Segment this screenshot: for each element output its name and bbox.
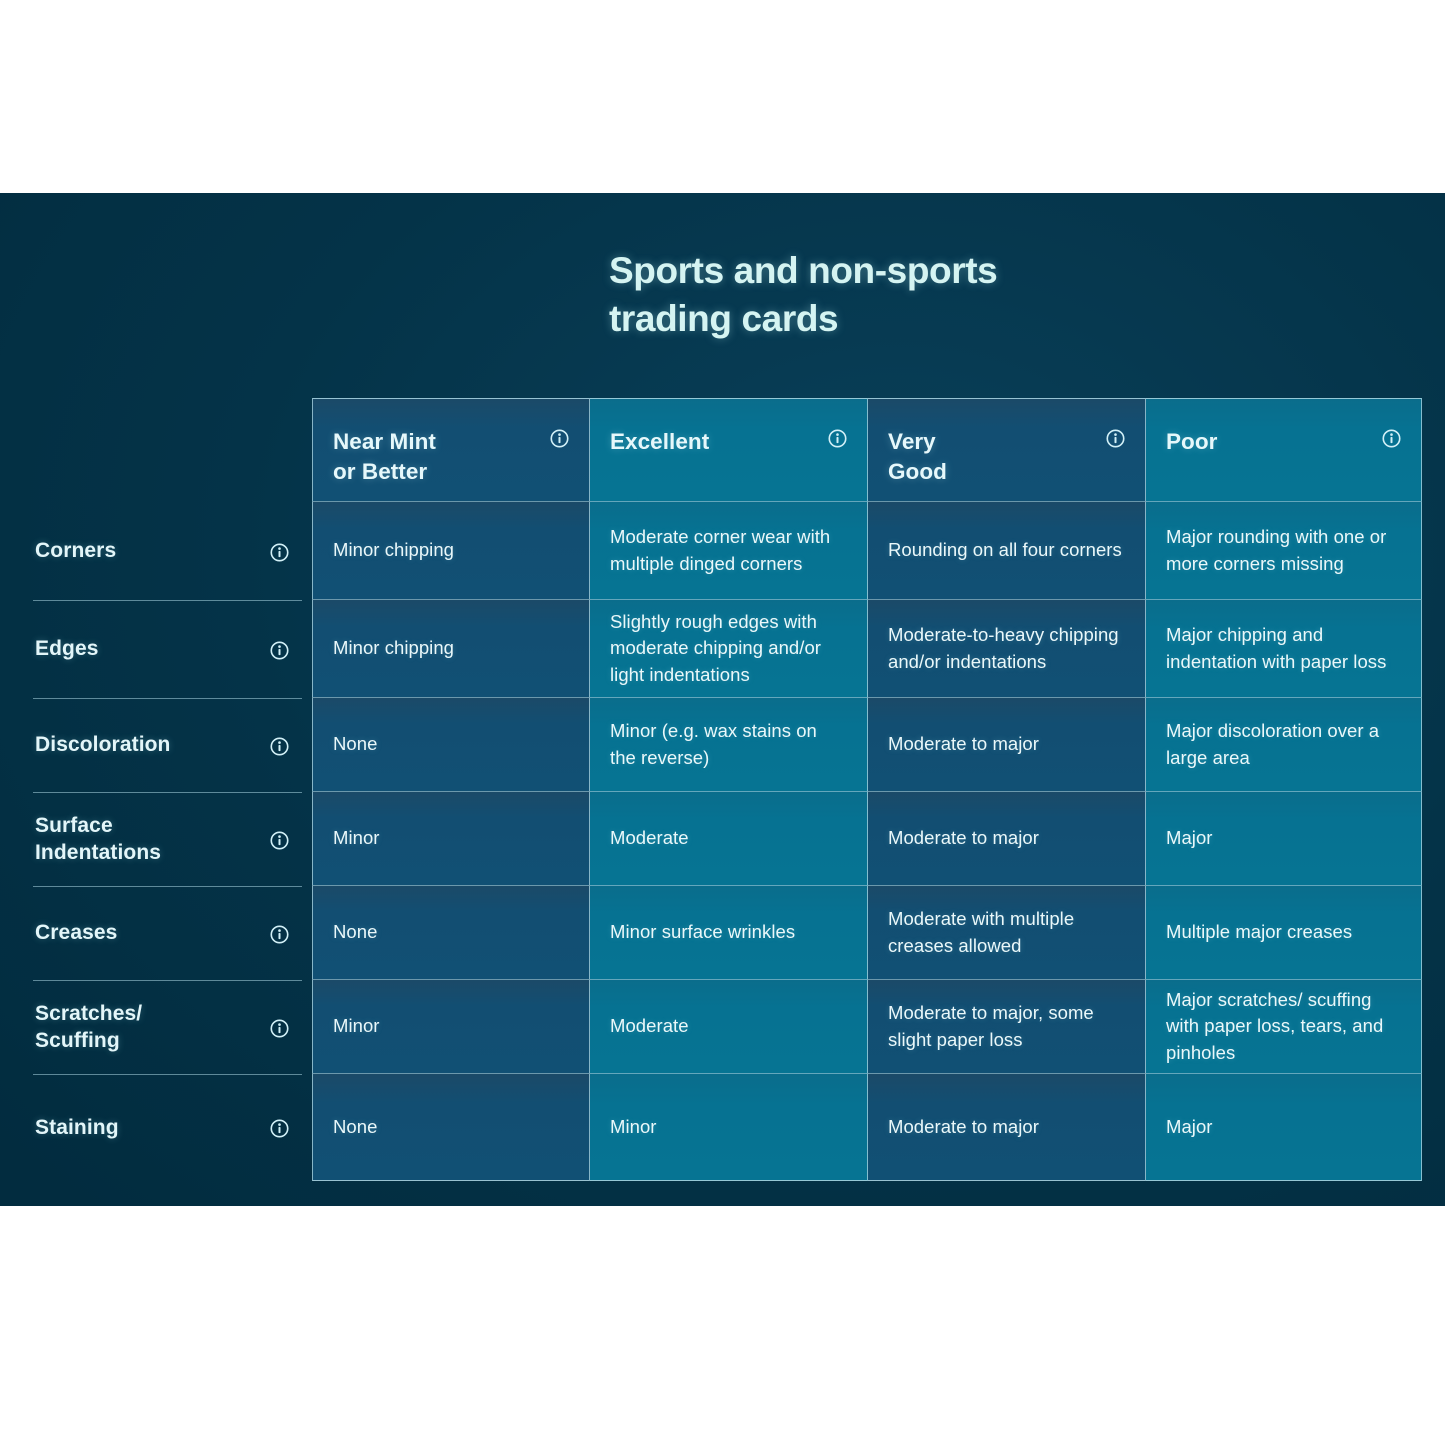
table-cell-text: Major discoloration over a large area (1166, 720, 1380, 768)
table-cell-text: Moderate to major (888, 827, 1039, 849)
table-cell: Major scratches/ scuffing with paper los… (1146, 980, 1422, 1074)
table-cell: Minor chipping (312, 502, 590, 600)
table-cell: Minor surface wrinkles (590, 886, 868, 980)
table-cell-text: Moderate to major (888, 733, 1039, 755)
table-cell-text: Minor (e.g. wax stains on the reverse) (610, 720, 817, 768)
table-cell: Major discoloration over a large area (1146, 698, 1422, 792)
info-icon[interactable] (269, 924, 290, 945)
info-icon[interactable] (549, 428, 570, 449)
table-cell: Minor (312, 792, 590, 886)
table-cell-text: Major chipping and indentation with pape… (1166, 624, 1387, 672)
table-cell-text: None (333, 921, 378, 943)
table-cell-text: Moderate to major, some slight paper los… (888, 1002, 1094, 1050)
table-cell-text: Moderate with multiple creases allowed (888, 908, 1075, 956)
table-cell-text: Minor (333, 827, 380, 849)
table-cell: Moderate to major (868, 792, 1146, 886)
table-cell-text: Minor surface wrinkles (610, 921, 796, 943)
table-cell-text: Slightly rough edges with moderate chipp… (610, 611, 822, 685)
info-icon[interactable] (827, 428, 848, 449)
column-header-2[interactable]: Excellent (590, 398, 868, 502)
table-cell: Major rounding with one or more corners … (1146, 502, 1422, 600)
table-cell: Multiple major creases (1146, 886, 1422, 980)
column-header-label: Near Mint or Better (333, 429, 436, 484)
table-cell: Moderate to major (868, 698, 1146, 792)
info-icon[interactable] (269, 542, 290, 563)
table-cell: Moderate with multiple creases allowed (868, 886, 1146, 980)
info-icon[interactable] (269, 640, 290, 661)
table-cell: None (312, 698, 590, 792)
column-header-label: Excellent (610, 429, 710, 454)
row-header-5[interactable]: Creases (33, 886, 312, 980)
row-header-2[interactable]: Edges (33, 600, 312, 698)
table-cell-text: Moderate (610, 1015, 689, 1037)
table-cell: Major (1146, 1074, 1422, 1181)
table-cell: Slightly rough edges with moderate chipp… (590, 600, 868, 698)
info-icon[interactable] (1105, 428, 1126, 449)
table-cell: Minor (e.g. wax stains on the reverse) (590, 698, 868, 792)
table-cell-text: Minor chipping (333, 539, 455, 561)
table-cell-text: Minor (610, 1115, 657, 1137)
row-header-4[interactable]: Surface Indentations (33, 792, 312, 886)
row-header-label: Surface Indentations (35, 813, 162, 864)
table-cell-text: Minor (333, 1015, 380, 1037)
column-header-label: Poor (1166, 429, 1218, 454)
table-cell: Moderate corner wear with multiple dinge… (590, 502, 868, 600)
table-cell: Moderate (590, 980, 868, 1074)
table-cell: Moderate to major (868, 1074, 1146, 1181)
table-cell-text: Major scratches/ scuffing with paper los… (1166, 989, 1384, 1063)
table-cell: Minor (590, 1074, 868, 1181)
table-cell: None (312, 1074, 590, 1181)
column-header-4[interactable]: Poor (1146, 398, 1422, 502)
table-cell: Minor (312, 980, 590, 1074)
row-header-label: Corners (35, 539, 117, 563)
table-cell-text: Major (1166, 1115, 1213, 1137)
info-icon[interactable] (269, 1018, 290, 1039)
table-grid: Near Mint or Better Excellent Very Good Poor C… (33, 398, 1422, 1181)
table-cell-text: Major rounding with one or more corners … (1166, 526, 1387, 574)
row-header-6[interactable]: Scratches/Scuffing (33, 980, 312, 1074)
table-cell-text: None (333, 1115, 378, 1137)
table-cell: Rounding on all four corners (868, 502, 1146, 600)
row-header-label: Discoloration (35, 733, 171, 757)
table-cell-text: Moderate (610, 827, 689, 849)
column-header-3[interactable]: Very Good (868, 398, 1146, 502)
info-icon[interactable] (1381, 428, 1402, 449)
table-cell-text: Moderate-to-heavy chipping and/or indent… (888, 624, 1119, 672)
table-corner-cell (33, 398, 312, 502)
info-icon[interactable] (269, 736, 290, 757)
row-header-label: Creases (35, 921, 118, 945)
table-cell-text: None (333, 733, 378, 755)
table-cell-text: Rounding on all four corners (888, 539, 1122, 561)
column-header-1[interactable]: Near Mint or Better (312, 398, 590, 502)
table-cell: None (312, 886, 590, 980)
info-icon[interactable] (269, 830, 290, 851)
table-cell-text: Moderate to major (888, 1115, 1039, 1137)
table-cell-text: Minor chipping (333, 637, 455, 659)
table-cell-text: Multiple major creases (1166, 921, 1353, 943)
table-cell: Moderate-to-heavy chipping and/or indent… (868, 600, 1146, 698)
row-header-7[interactable]: Staining (33, 1074, 312, 1181)
row-header-1[interactable]: Corners (33, 502, 312, 600)
row-header-label: Staining (35, 1115, 119, 1139)
row-header-label: Edges (35, 637, 99, 661)
row-header-3[interactable]: Discoloration (33, 698, 312, 792)
table-cell: Moderate to major, some slight paper los… (868, 980, 1146, 1074)
column-header-label: Very Good (888, 429, 947, 484)
page-title: Sports and non-sports trading cards (609, 250, 998, 340)
table-cell: Moderate (590, 792, 868, 886)
row-header-label: Scratches/Scuffing (35, 1001, 143, 1052)
grading-guide-panel: Sports and non-sports trading cards Near … (0, 193, 1445, 1206)
info-icon[interactable] (269, 1118, 290, 1139)
table-cell-text: Moderate corner wear with multiple dinge… (610, 526, 831, 574)
table-cell: Major (1146, 792, 1422, 886)
grading-comparison-table: Near Mint or Better Excellent Very Good Poor C… (33, 398, 1422, 1181)
table-cell: Major chipping and indentation with pape… (1146, 600, 1422, 698)
table-cell: Minor chipping (312, 600, 590, 698)
table-cell-text: Major (1166, 827, 1213, 849)
